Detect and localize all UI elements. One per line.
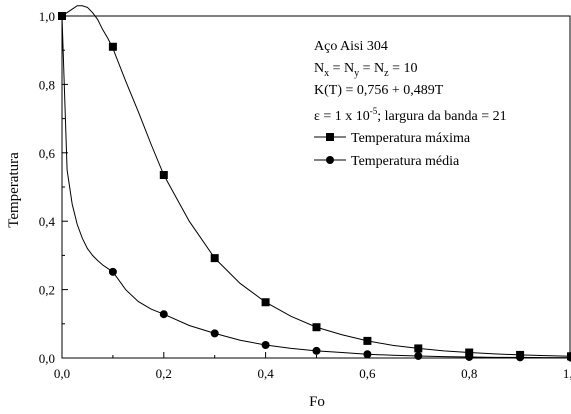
x-tick-label: 0,4 bbox=[257, 366, 274, 381]
tolerance-exponent: -5 bbox=[370, 106, 378, 116]
mean-temperature-point bbox=[312, 346, 321, 355]
max-temperature-point bbox=[465, 348, 474, 357]
mean-temperature-point bbox=[210, 329, 219, 338]
max-temperature-point bbox=[159, 171, 168, 180]
mean-temperature-point bbox=[108, 267, 117, 276]
max-temperature-point bbox=[414, 344, 423, 353]
max-temperature-point bbox=[261, 298, 270, 307]
max-temperature-line bbox=[61, 5, 571, 357]
annotation-block: Aço Aisi 304 Nx = Ny = Nz = 10 K(T) = 0,… bbox=[314, 39, 507, 124]
legend-label-max: Temperatura máxima bbox=[351, 131, 471, 146]
mesh-label: Nx = Ny = Nz = 10 bbox=[314, 61, 418, 79]
mean-temperature-point bbox=[414, 351, 423, 360]
legend-entry-mean: Temperatura média bbox=[314, 154, 460, 169]
mean-temperature-point bbox=[567, 353, 571, 362]
mesh-n-x: N bbox=[314, 61, 324, 76]
legend-marker-square bbox=[326, 133, 334, 141]
mesh-subscript-y: y bbox=[354, 68, 359, 79]
y-axis-label: Temperatura bbox=[6, 152, 22, 228]
x-tick-label: 0,6 bbox=[359, 366, 376, 381]
y-tick-label: 0,4 bbox=[39, 214, 56, 229]
legend-label-mean: Temperatura média bbox=[351, 154, 460, 169]
max-temperature-point bbox=[312, 323, 321, 332]
x-tick-label: 0,8 bbox=[461, 366, 477, 381]
max-temperature-point bbox=[210, 254, 219, 263]
y-tick-label: 0,0 bbox=[39, 351, 55, 366]
mean-temperature-point bbox=[465, 352, 474, 361]
mesh-equals-3: = 10 bbox=[389, 61, 418, 76]
mean-temperature-line bbox=[61, 15, 571, 359]
conductivity-label: K(T) = 0,756 + 0,489T bbox=[314, 83, 444, 98]
max-temperature-point bbox=[108, 42, 117, 51]
y-tick-label: 0,8 bbox=[39, 77, 55, 92]
y-tick-label: 0,2 bbox=[39, 283, 55, 298]
y-tick-label: 0,6 bbox=[39, 146, 56, 161]
material-label: Aço Aisi 304 bbox=[314, 39, 388, 54]
legend: Temperatura máxima Temperatura média bbox=[314, 131, 471, 169]
mesh-equals-1: = N bbox=[329, 61, 354, 76]
plot-layer: 0,0 0,2 0,4 0,6 0,8 1,0 0,0 0,2 0,4 0,6 0,8 1,0 bbox=[39, 5, 571, 381]
mesh-subscript-x: x bbox=[324, 68, 329, 79]
legend-marker-circle bbox=[326, 156, 334, 164]
x-axis-label: Fo bbox=[309, 394, 325, 410]
mean-temperature-point bbox=[516, 353, 525, 362]
x-tick-label: 1,0 bbox=[563, 366, 571, 381]
tolerance-label: ε = 1 x 10-5; largura da banda = 21 bbox=[314, 106, 507, 124]
legend-entry-max: Temperatura máxima bbox=[314, 131, 471, 146]
y-tick-label: 1,0 bbox=[39, 9, 55, 24]
x-tick-label: 0,0 bbox=[54, 366, 70, 381]
mean-temperature-point bbox=[159, 310, 168, 319]
max-temperature-point bbox=[363, 336, 372, 345]
tolerance-tail: ; largura da banda = 21 bbox=[377, 109, 506, 124]
mean-temperature-point bbox=[58, 12, 66, 20]
mesh-equals-2: = N bbox=[359, 61, 384, 76]
mesh-subscript-z: z bbox=[384, 68, 389, 79]
mean-temperature-point bbox=[261, 341, 270, 350]
x-tick-label: 0,2 bbox=[156, 366, 172, 381]
tolerance-base: ε = 1 x 10 bbox=[314, 109, 370, 124]
mean-temperature-point bbox=[363, 350, 372, 359]
